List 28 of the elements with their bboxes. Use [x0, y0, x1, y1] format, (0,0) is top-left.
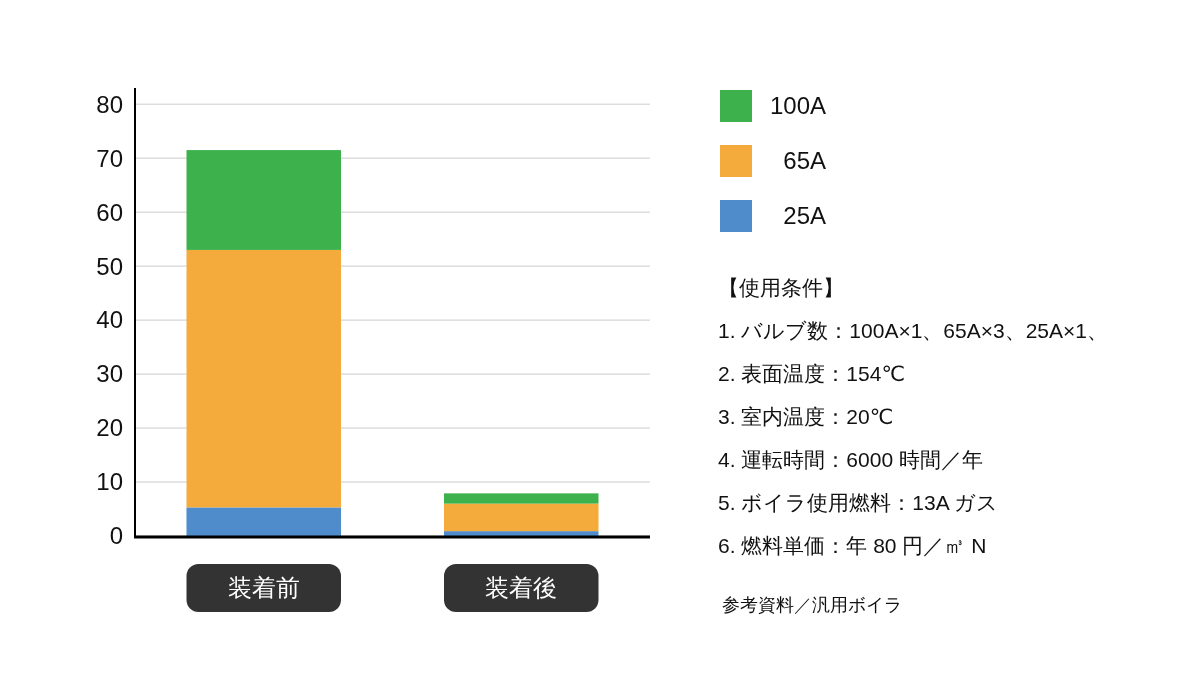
y-tick-label: 20 [96, 414, 123, 442]
legend-label: 65A [783, 147, 826, 175]
y-tick-label: 40 [96, 306, 123, 334]
text: 参考資料／汎用ボイラ [722, 595, 902, 616]
x-tick-label: 装着前 [227, 574, 300, 602]
bar [444, 531, 599, 536]
text: 【使用条件】 [718, 276, 844, 300]
bar [186, 507, 341, 536]
text: 2. 表面温度：154℃ [718, 362, 905, 386]
y-tick-label: 10 [96, 468, 123, 496]
y-tick-label: 50 [96, 252, 123, 280]
y-tick-label: 30 [96, 360, 123, 388]
y-tick-label: 80 [96, 90, 123, 118]
legend-label: 25A [783, 202, 826, 230]
bar [444, 503, 599, 532]
text: 5. ボイラ使用燃料：13A ガス [718, 491, 999, 515]
bar [186, 249, 341, 508]
bar [186, 150, 341, 250]
text: 4. 運転時間：6000 時間／年 [718, 448, 983, 472]
y-tick-label: 70 [96, 144, 123, 172]
text: 1. バルブ数：100A×1、65A×3、25A×1、 [718, 319, 1108, 343]
y-tick-label: 60 [96, 198, 123, 226]
y-tick-label: 0 [109, 522, 123, 550]
bar [444, 493, 599, 504]
x-tick-label: 装着後 [485, 574, 558, 602]
text: 6. 燃料単価：年 80 円／㎥ N [718, 534, 987, 558]
legend-label: 100A [769, 92, 826, 120]
text: 3. 室内温度：20℃ [718, 405, 894, 429]
